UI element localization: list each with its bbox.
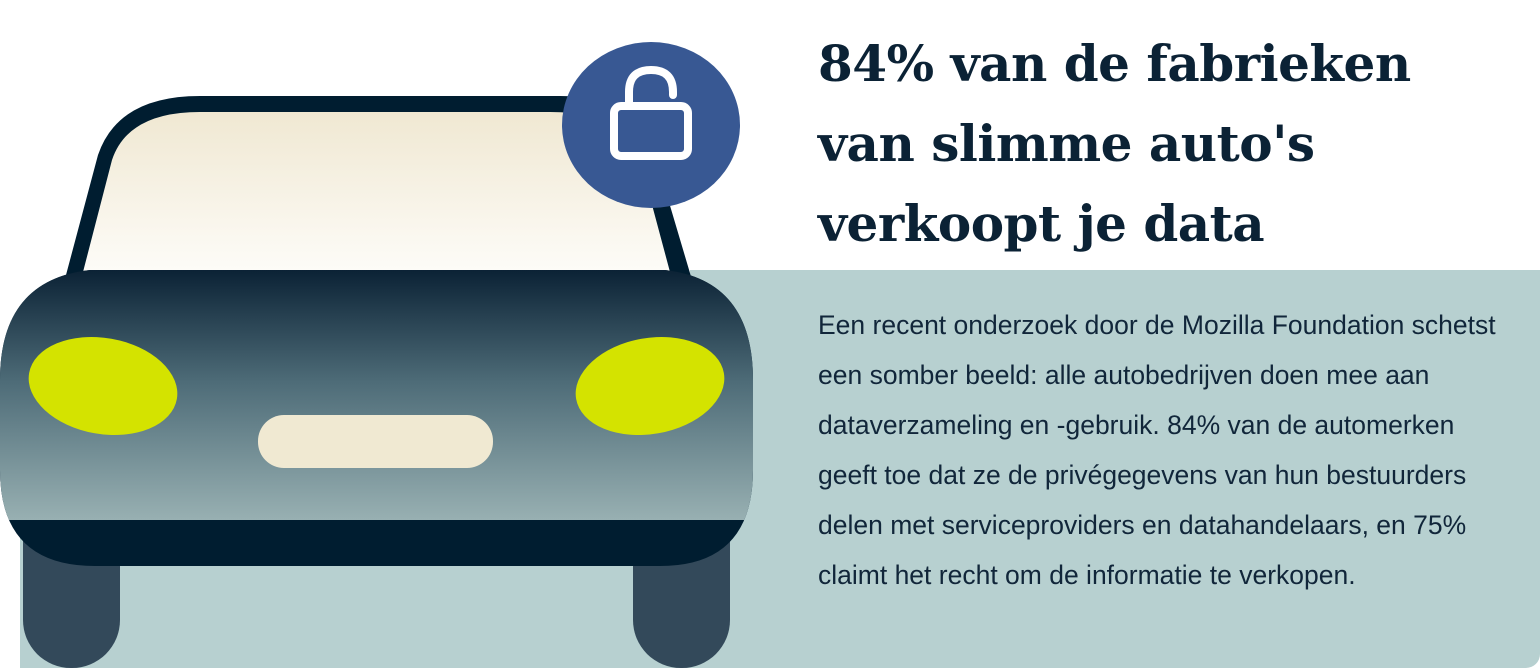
left-headlight [28,336,178,436]
unlocked-padlock-icon [562,42,740,208]
body-text: Een recent onderzoek door de Mozilla Fou… [818,310,1496,590]
license-plate [258,415,493,468]
right-headlight [575,336,725,436]
teal-panel [20,270,1540,668]
headline: 84% van de fabrieken van slimme auto's v… [818,34,1411,253]
windshield [83,112,670,272]
